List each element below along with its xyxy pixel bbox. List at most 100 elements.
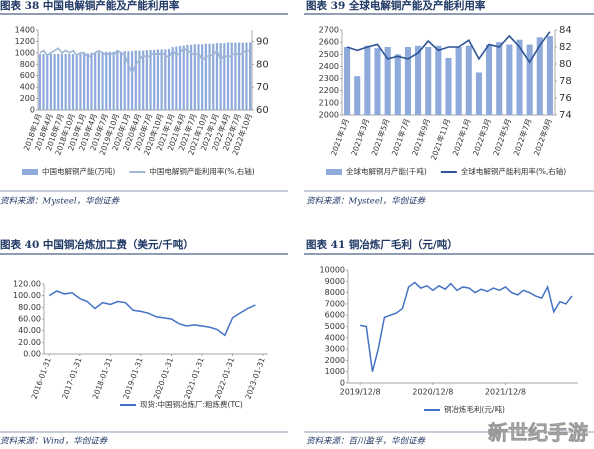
- chart-title: 图表 38 中国电解铜产能及产能利用率: [0, 0, 180, 12]
- legend-label: 中国电解铜产能(万吨): [42, 166, 115, 176]
- bar: [112, 51, 115, 110]
- x-tick-label: 2021年9月: [409, 117, 432, 157]
- legend-label: 全球电解铜产能利用率(%,右轴): [461, 166, 566, 176]
- y-tick-label: 9000: [325, 277, 345, 286]
- bar: [241, 42, 244, 111]
- bar: [83, 53, 86, 110]
- bar: [212, 43, 215, 110]
- bar: [516, 39, 523, 115]
- y-tick-label: 60.00: [18, 315, 41, 324]
- y-tick-label: 2600: [319, 38, 339, 47]
- bar: [105, 51, 108, 110]
- x-tick-label: 2017-01-31: [60, 356, 83, 400]
- bar: [101, 52, 104, 110]
- bar: [167, 48, 171, 110]
- bar: [53, 54, 56, 110]
- legend-label: 中国电解铜产能利用率(%,右轴): [149, 166, 254, 176]
- bar: [219, 43, 222, 111]
- bar: [156, 49, 160, 110]
- bar: [455, 47, 462, 115]
- bar: [234, 42, 237, 111]
- bar: [142, 50, 145, 110]
- y-tick-label: 2200: [319, 86, 339, 95]
- y-tick-label: 2500: [319, 50, 339, 59]
- bar: [230, 42, 233, 111]
- bar: [193, 44, 196, 110]
- bar: [394, 54, 401, 115]
- bar: [38, 54, 41, 110]
- bar: [249, 42, 252, 111]
- bar: [68, 54, 71, 110]
- bar: [486, 44, 493, 116]
- legend-label: 现货:中国铜冶炼厂:粗炼费(TC): [140, 399, 243, 409]
- bar: [364, 45, 371, 115]
- y-tick-label: 5000: [325, 322, 345, 331]
- bar: [197, 44, 200, 110]
- bar: [42, 54, 45, 110]
- bar: [149, 50, 152, 110]
- bar: [86, 53, 89, 110]
- y-tick-label: 2100: [319, 98, 339, 107]
- y-tick-label: 1000: [15, 48, 35, 57]
- chart-title: 图表 41 铜冶炼厂毛利（元/吨）: [306, 238, 458, 251]
- y2-tick-label: 60: [256, 105, 269, 116]
- bar: [71, 54, 75, 110]
- chart-title: 图表 40 中国铜冶炼加工费（美元/千吨）: [0, 238, 194, 251]
- y-tick-label: 0: [30, 106, 35, 115]
- x-tick-label: 2018-01-31: [91, 356, 114, 400]
- bar: [160, 49, 163, 110]
- bar: [79, 54, 82, 110]
- bar: [245, 42, 248, 111]
- y2-tick-label: 78: [559, 76, 572, 87]
- y-tick-label: 100.00: [13, 291, 41, 300]
- legend-swatch: [326, 169, 342, 175]
- bar: [204, 43, 207, 110]
- y2-tick-label: 80: [256, 59, 269, 70]
- bar: [127, 51, 130, 110]
- x-tick-label: 2022年7月: [511, 117, 534, 157]
- bar: [123, 51, 126, 110]
- y-tick-label: 1200: [15, 37, 35, 46]
- source-note: 资料来源：Mysteel，华创证券: [306, 196, 427, 207]
- y-tick-label: 2300: [319, 74, 339, 83]
- x-tick-label: 2022-01-31: [213, 356, 236, 400]
- bar: [186, 44, 189, 110]
- y-tick-label: 200: [20, 94, 35, 103]
- bar: [94, 52, 97, 110]
- bar: [190, 44, 193, 110]
- y-tick-label: 1000: [325, 367, 345, 376]
- bar: [64, 54, 67, 110]
- y-tick-label: 80.00: [18, 303, 41, 312]
- y2-tick-label: 70: [256, 82, 269, 93]
- y-tick-label: 600: [20, 71, 35, 80]
- bar: [90, 52, 93, 110]
- y-tick-label: 2000: [319, 111, 339, 120]
- bar: [496, 42, 503, 116]
- bar: [536, 37, 543, 115]
- y-tick-label: 8000: [325, 288, 345, 297]
- bar: [237, 42, 241, 111]
- line: [39, 47, 251, 76]
- x-tick-label: 2019/12/8: [340, 388, 381, 397]
- bar: [119, 51, 123, 110]
- x-tick-label: 2022年1月: [450, 117, 473, 157]
- x-tick-label: 2021年1月: [328, 117, 351, 157]
- x-tick-label: 2022年5月: [490, 117, 513, 157]
- x-tick-label: 2023-01-31: [243, 356, 266, 400]
- y2-tick-label: 82: [559, 42, 572, 53]
- bar: [404, 47, 411, 115]
- y2-tick-label: 76: [559, 93, 572, 104]
- bar: [164, 49, 167, 110]
- x-tick-label: 2021年3月: [348, 117, 371, 157]
- x-tick-label: 2021-01-31: [182, 356, 205, 400]
- bar: [226, 42, 230, 111]
- bar: [134, 50, 137, 110]
- x-tick-label: 2021年5月: [369, 117, 392, 157]
- x-tick-label: 2021年7月: [389, 117, 412, 157]
- bar: [201, 44, 204, 110]
- bar: [60, 54, 64, 110]
- y-tick-label: 7000: [325, 299, 345, 308]
- line: [346, 31, 551, 64]
- bar: [182, 45, 185, 110]
